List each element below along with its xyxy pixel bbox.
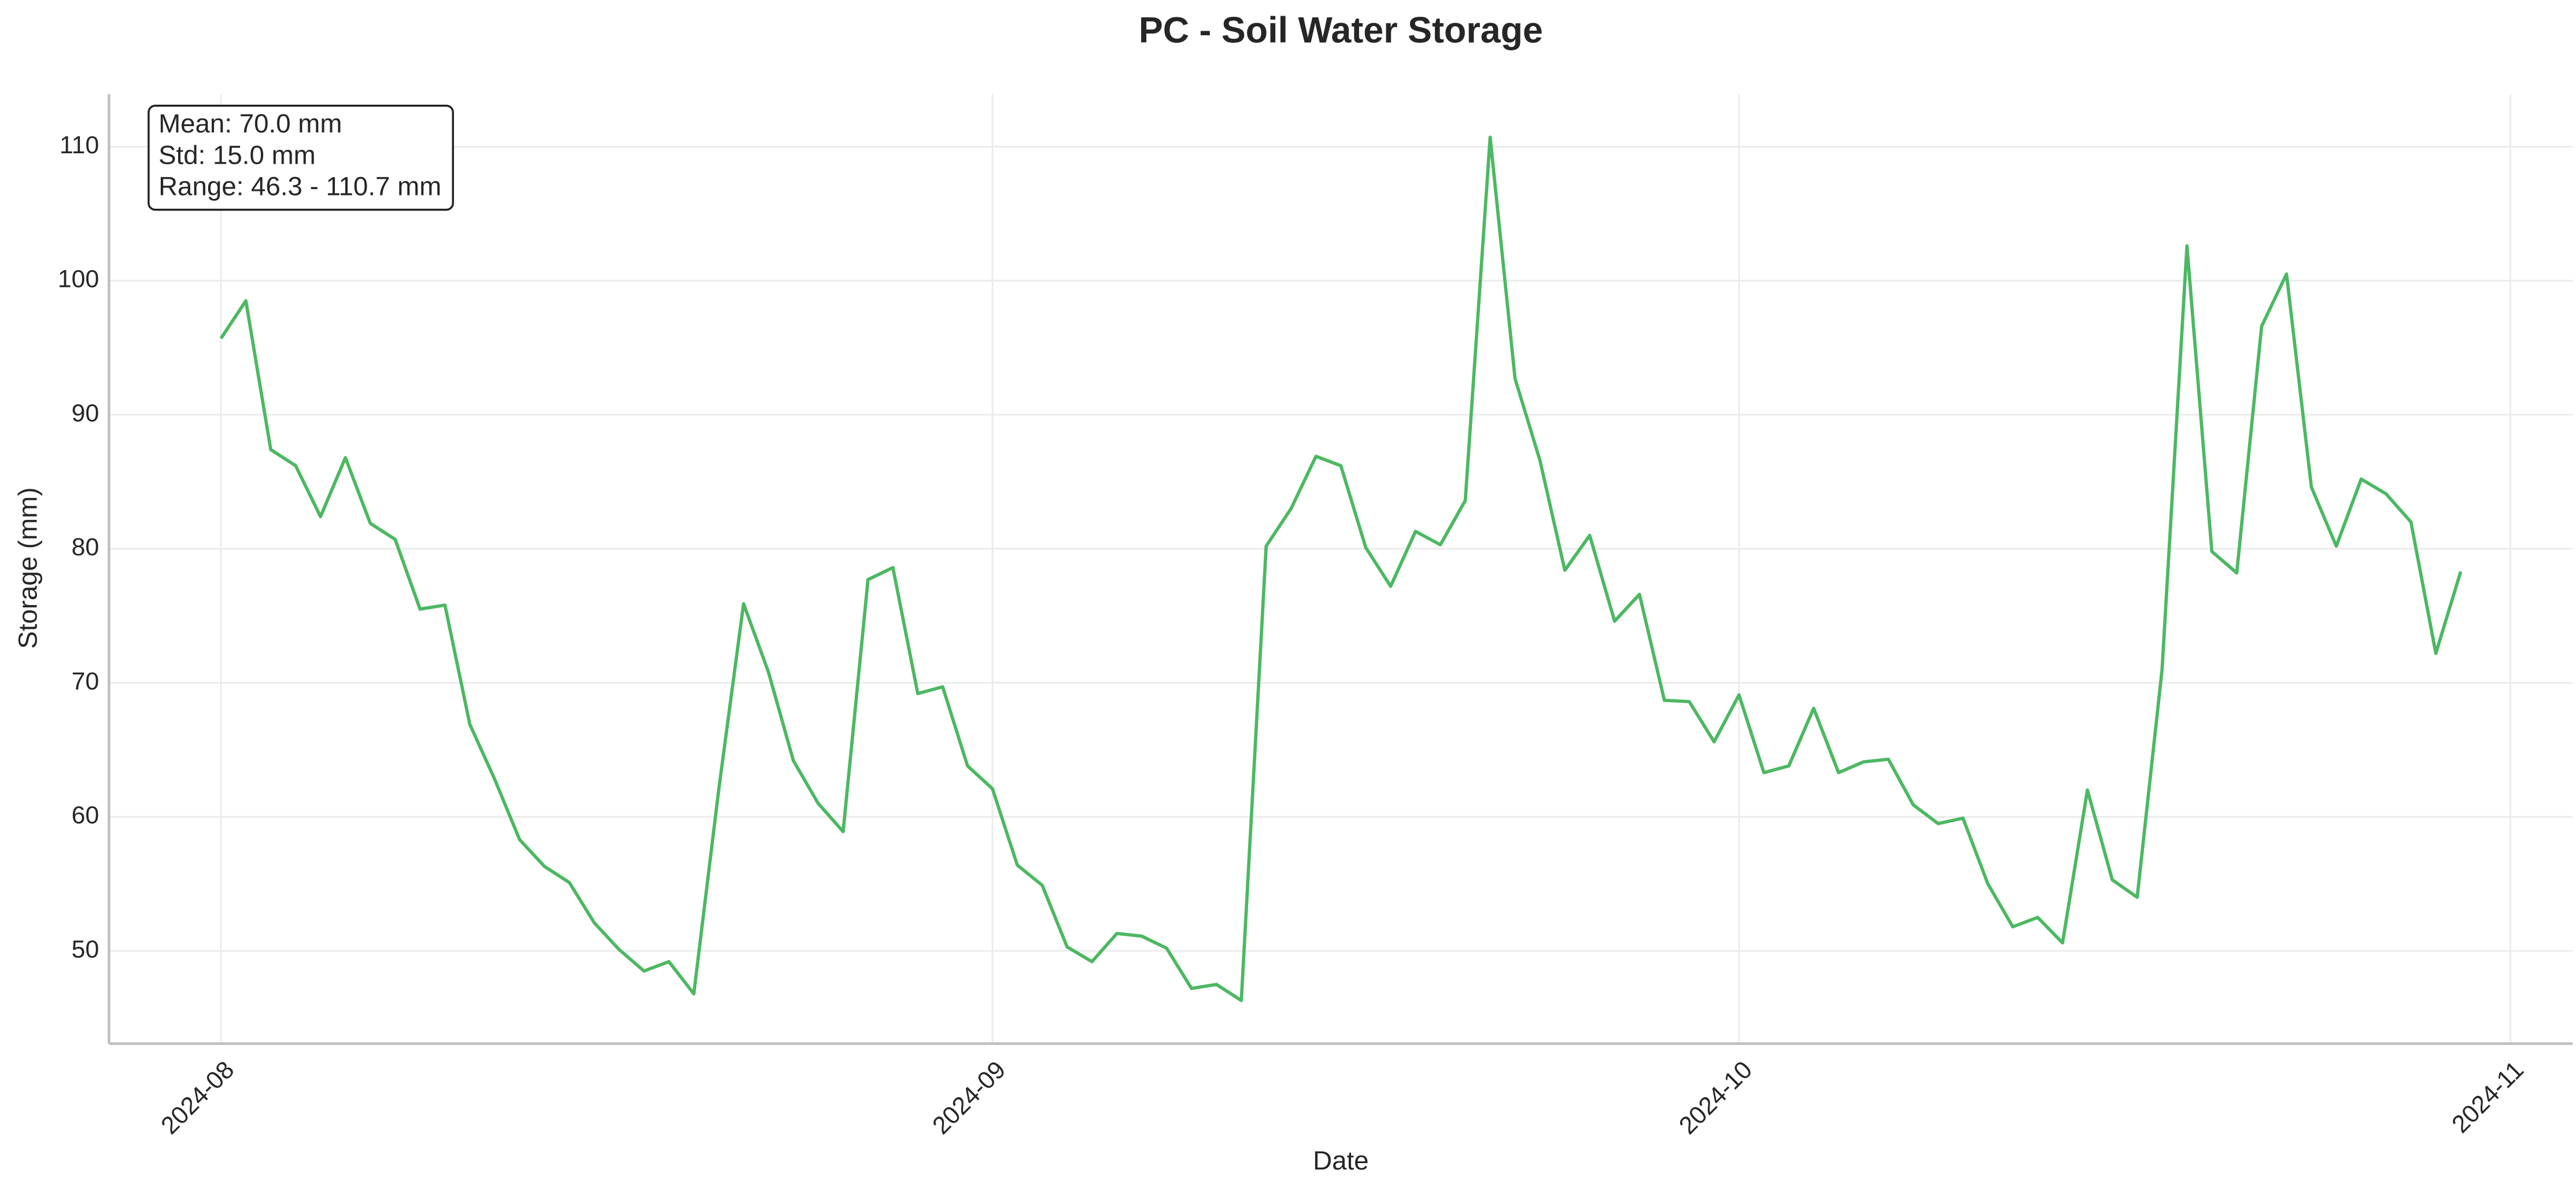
stats-text: Std: 15.0 mm bbox=[158, 140, 316, 169]
x-axis-label: Date bbox=[1313, 1146, 1368, 1175]
y-tick-label: 80 bbox=[72, 533, 99, 561]
y-tick-label: 50 bbox=[72, 935, 99, 963]
y-tick-label: 90 bbox=[72, 399, 99, 427]
data-line bbox=[219, 135, 2463, 1002]
y-tick-label: 60 bbox=[72, 802, 99, 829]
stats-text: Range: 46.3 - 110.7 mm bbox=[158, 172, 441, 201]
chart-title: PC - Soil Water Storage bbox=[1139, 10, 1543, 51]
stats-box-frame bbox=[147, 105, 454, 211]
stats-text: Mean: 70.0 mm bbox=[158, 109, 342, 138]
y-tick-label: 110 bbox=[60, 131, 99, 159]
y-tick-label: 100 bbox=[58, 265, 99, 293]
y-axis-label: Storage (mm) bbox=[13, 488, 42, 649]
y-tick-label: 70 bbox=[72, 667, 99, 695]
